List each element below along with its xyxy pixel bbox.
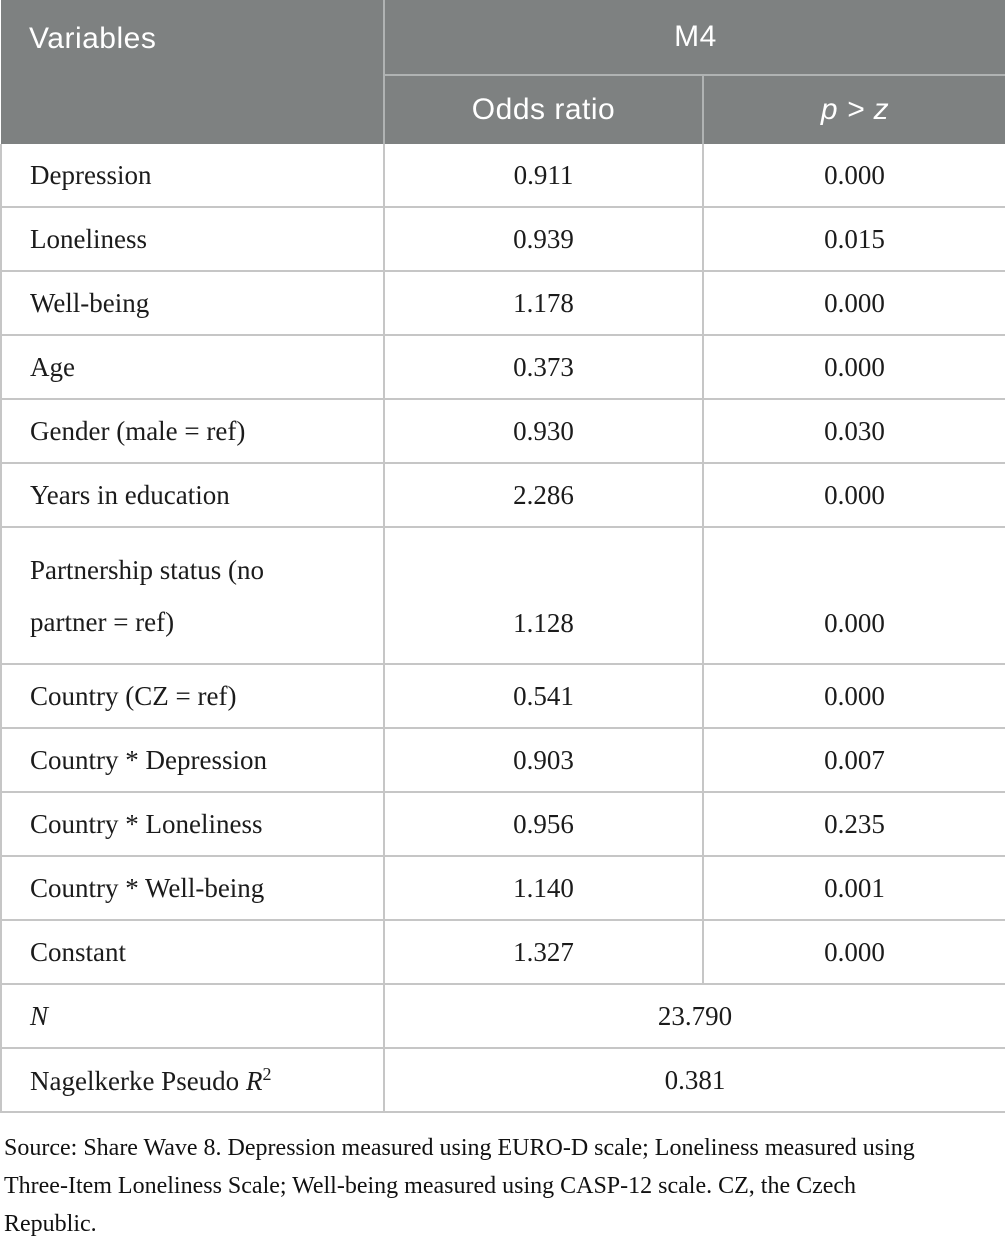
table-header: Variables M4 Odds ratio p > z <box>1 0 1005 144</box>
pseudo-r2-value: 0.381 <box>384 1048 1005 1113</box>
variable-label: Loneliness <box>0 207 385 272</box>
table-row-country-loneliness: Country * Loneliness 0.956 0.235 <box>0 792 1005 857</box>
column-header-odds-ratio: Odds ratio <box>384 75 704 144</box>
table-row-country: Country (CZ = ref) 0.541 0.000 <box>0 664 1005 729</box>
p-value: 0.000 <box>703 335 1005 400</box>
variable-label: Country * Loneliness <box>0 792 385 857</box>
p-value: 0.000 <box>703 463 1005 528</box>
p-value: 0.235 <box>703 792 1005 857</box>
table-row-well-being: Well-being 1.178 0.000 <box>0 271 1005 336</box>
n-value: 23.790 <box>384 984 1005 1049</box>
n-label: N <box>0 984 385 1049</box>
table-row-loneliness: Loneliness 0.939 0.015 <box>0 207 1005 272</box>
variable-label: Partnership status (no partner = ref) <box>0 527 385 665</box>
variable-label: Gender (male = ref) <box>0 399 385 464</box>
p-value: 0.000 <box>703 144 1005 208</box>
pseudo-r2-symbol: R <box>245 1065 263 1096</box>
p-value: 0.000 <box>703 920 1005 985</box>
odds-ratio-value: 1.128 <box>384 527 704 665</box>
table-row-age: Age 0.373 0.000 <box>0 335 1005 400</box>
p-value: 0.000 <box>703 271 1005 336</box>
column-header-model-m4: M4 <box>384 0 1005 76</box>
odds-ratio-value: 0.373 <box>384 335 704 400</box>
odds-ratio-value: 0.903 <box>384 728 704 793</box>
p-value: 0.007 <box>703 728 1005 793</box>
variable-label: Country * Depression <box>0 728 385 793</box>
variable-label: Constant <box>0 920 385 985</box>
variable-label: Age <box>0 335 385 400</box>
odds-ratio-value: 1.140 <box>384 856 704 921</box>
pseudo-r2-label-text: Nagelkerke Pseudo <box>30 1065 246 1096</box>
table-row-partnership: Partnership status (no partner = ref) 1.… <box>0 527 1005 665</box>
p-value: 0.000 <box>703 527 1005 665</box>
column-header-p-value: p > z <box>703 75 1005 144</box>
odds-ratio-value: 2.286 <box>384 463 704 528</box>
variable-label: Country (CZ = ref) <box>0 664 385 729</box>
pseudo-r2-label: Nagelkerke Pseudo R2 <box>0 1048 385 1113</box>
odds-ratio-value: 0.930 <box>384 399 704 464</box>
odds-ratio-value: 1.327 <box>384 920 704 985</box>
odds-ratio-value: 0.541 <box>384 664 704 729</box>
odds-ratio-value: 1.178 <box>384 271 704 336</box>
table-row-depression: Depression 0.911 0.000 <box>0 144 1005 208</box>
p-value: 0.001 <box>703 856 1005 921</box>
p-value: 0.000 <box>703 664 1005 729</box>
variable-label: Country * Well-being <box>0 856 385 921</box>
table-row-constant: Constant 1.327 0.000 <box>0 920 1005 985</box>
table-row-n: N 23.790 <box>0 984 1005 1049</box>
variable-label: Years in education <box>0 463 385 528</box>
table-row-country-well-being: Country * Well-being 1.140 0.001 <box>0 856 1005 921</box>
variable-label: Well-being <box>0 271 385 336</box>
table-row-education: Years in education 2.286 0.000 <box>0 463 1005 528</box>
variable-label: Depression <box>0 144 385 208</box>
table-footnote: Source: Share Wave 8. Depression measure… <box>4 1135 915 1237</box>
table-body: Depression 0.911 0.000 Loneliness 0.939 … <box>0 144 1005 1113</box>
table-row-gender: Gender (male = ref) 0.930 0.030 <box>0 399 1005 464</box>
p-value: 0.030 <box>703 399 1005 464</box>
regression-table: Variables M4 Odds ratio p > z Depression… <box>0 0 1005 1113</box>
odds-ratio-value: 0.956 <box>384 792 704 857</box>
odds-ratio-value: 0.939 <box>384 207 704 272</box>
table-row-pseudo-r2: Nagelkerke Pseudo R2 0.381 <box>0 1048 1005 1113</box>
pseudo-r2-superscript: 2 <box>262 1063 272 1084</box>
column-header-variables: Variables <box>1 0 385 144</box>
table-row-country-depression: Country * Depression 0.903 0.007 <box>0 728 1005 793</box>
p-value: 0.015 <box>703 207 1005 272</box>
odds-ratio-value: 0.911 <box>384 144 704 208</box>
